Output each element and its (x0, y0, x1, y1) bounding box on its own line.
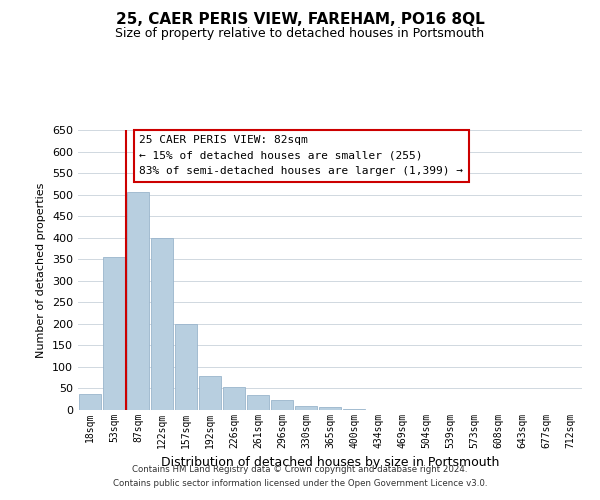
Bar (175, 324, 197, 410)
Bar (223, 387, 245, 410)
Text: 25, CAER PERIS VIEW, FAREHAM, PO16 8QL: 25, CAER PERIS VIEW, FAREHAM, PO16 8QL (116, 12, 484, 28)
Bar (199, 376, 221, 410)
Text: Contains HM Land Registry data © Crown copyright and database right 2024.
Contai: Contains HM Land Registry data © Crown c… (113, 466, 487, 487)
Bar (343, 409, 365, 410)
Bar (247, 395, 269, 410)
Y-axis label: Number of detached properties: Number of detached properties (37, 182, 46, 358)
Bar (79, 394, 101, 410)
Text: Size of property relative to detached houses in Portsmouth: Size of property relative to detached ho… (115, 28, 485, 40)
Bar (319, 407, 341, 410)
X-axis label: Distribution of detached houses by size in Portsmouth: Distribution of detached houses by size … (161, 456, 499, 469)
Bar (271, 400, 293, 410)
Bar (151, 238, 173, 410)
Bar (103, 257, 125, 410)
Bar (295, 406, 317, 410)
Bar (127, 192, 149, 410)
Text: 25 CAER PERIS VIEW: 82sqm
← 15% of detached houses are smaller (255)
83% of semi: 25 CAER PERIS VIEW: 82sqm ← 15% of detac… (139, 135, 463, 176)
